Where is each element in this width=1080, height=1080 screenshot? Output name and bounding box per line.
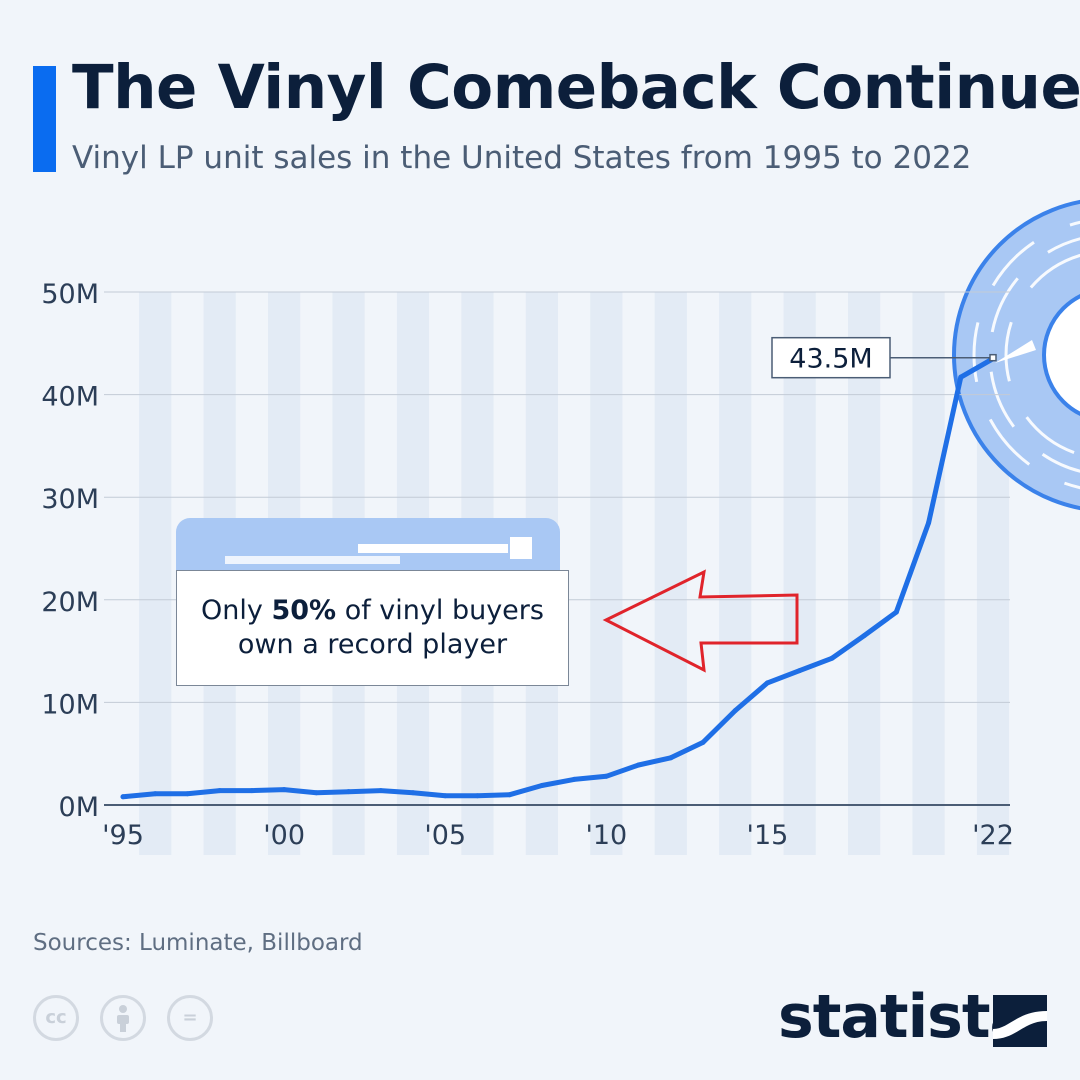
y-tick-label: 10M [41, 689, 99, 720]
record-highlight [995, 340, 1036, 363]
x-tick-label: '22 [972, 820, 1014, 851]
y-tick-label: 0M [59, 792, 99, 823]
year-stripe [912, 292, 945, 855]
data-point [829, 655, 835, 661]
y-tick-label: 40M [41, 382, 99, 413]
sources-note: Sources: Luminate, Billboard [33, 930, 363, 956]
data-point [636, 762, 642, 768]
record-label [1042, 293, 1080, 417]
data-point [861, 633, 867, 639]
turntable-pivot [510, 537, 532, 559]
callout-label: 43.5M [789, 344, 872, 375]
data-point [926, 520, 932, 526]
statista-logo-icon[interactable] [993, 995, 1047, 1047]
data-point [474, 793, 480, 799]
y-tick-label: 20M [41, 587, 99, 618]
data-point [700, 739, 706, 745]
data-point [249, 788, 255, 794]
brand-logo-text[interactable]: statista [778, 982, 1030, 1052]
series-layer [120, 356, 996, 800]
annotation-box: Only 50% of vinyl buyers own a record pl… [176, 570, 569, 686]
red-arrow-icon [602, 569, 799, 673]
x-tick-label: '05 [424, 820, 466, 851]
data-point [571, 776, 577, 782]
data-point [120, 794, 126, 800]
data-point [764, 680, 770, 686]
data-point [217, 788, 223, 794]
year-stripe [719, 292, 752, 855]
annotation-suffix: of vinyl buyers own a record player [237, 595, 544, 660]
data-point [442, 793, 448, 799]
year-stripe [783, 292, 816, 855]
year-stripe [590, 292, 623, 855]
callout-layer: 43.5M [771, 336, 997, 379]
y-tick-label: 50M [41, 279, 99, 310]
annotation-highlight: 50% [271, 595, 337, 626]
x-tick-label: '10 [585, 820, 627, 851]
chart-subtitle: Vinyl LP unit sales in the United States… [72, 140, 972, 176]
data-point [893, 609, 899, 615]
y-axis-ticks: 0M 10M 20M 30M 40M 50M [41, 279, 99, 823]
data-point [346, 789, 352, 795]
cc-icon[interactable]: cc [33, 995, 79, 1041]
y-tick-label: 30M [41, 484, 99, 515]
data-point [668, 755, 674, 761]
data-point [410, 790, 416, 796]
data-point [281, 787, 287, 793]
year-stripe [139, 292, 172, 855]
callout-box [771, 336, 891, 379]
data-point [184, 791, 190, 797]
x-tick-label: '15 [747, 820, 789, 851]
callout-marker [989, 353, 997, 362]
no-derivatives-label: = [182, 1007, 198, 1028]
record-groove [1004, 253, 1080, 457]
x-tick-label: '95 [102, 820, 144, 851]
data-point [732, 708, 738, 714]
data-point [539, 783, 545, 789]
turntable-arm [358, 544, 508, 553]
arrow-annotation [602, 569, 799, 673]
record-groove [972, 220, 1080, 490]
no-derivatives-icon[interactable]: = [167, 995, 213, 1041]
data-point [507, 792, 513, 798]
series-line [120, 356, 996, 800]
year-stripe [848, 292, 881, 855]
cc-icon-label: cc [45, 1007, 67, 1028]
data-point [958, 374, 964, 380]
turntable-platter [225, 556, 400, 564]
title-accent-bar [33, 66, 56, 172]
x-axis-ticks: '95 '00 '05 '10 '15 '22 [102, 820, 1014, 851]
year-stripe [654, 292, 687, 855]
vinyl-record-illustration [952, 199, 1080, 511]
attribution-icon[interactable] [100, 995, 146, 1041]
annotation-prefix: Only [201, 595, 272, 626]
data-point [797, 668, 803, 674]
gridlines [104, 291, 1010, 806]
data-point [603, 773, 609, 779]
chart-title: The Vinyl Comeback Continues [72, 52, 1080, 123]
x-tick-label: '00 [263, 820, 305, 851]
data-point [378, 788, 384, 794]
data-point [313, 790, 319, 796]
data-point [152, 791, 158, 797]
